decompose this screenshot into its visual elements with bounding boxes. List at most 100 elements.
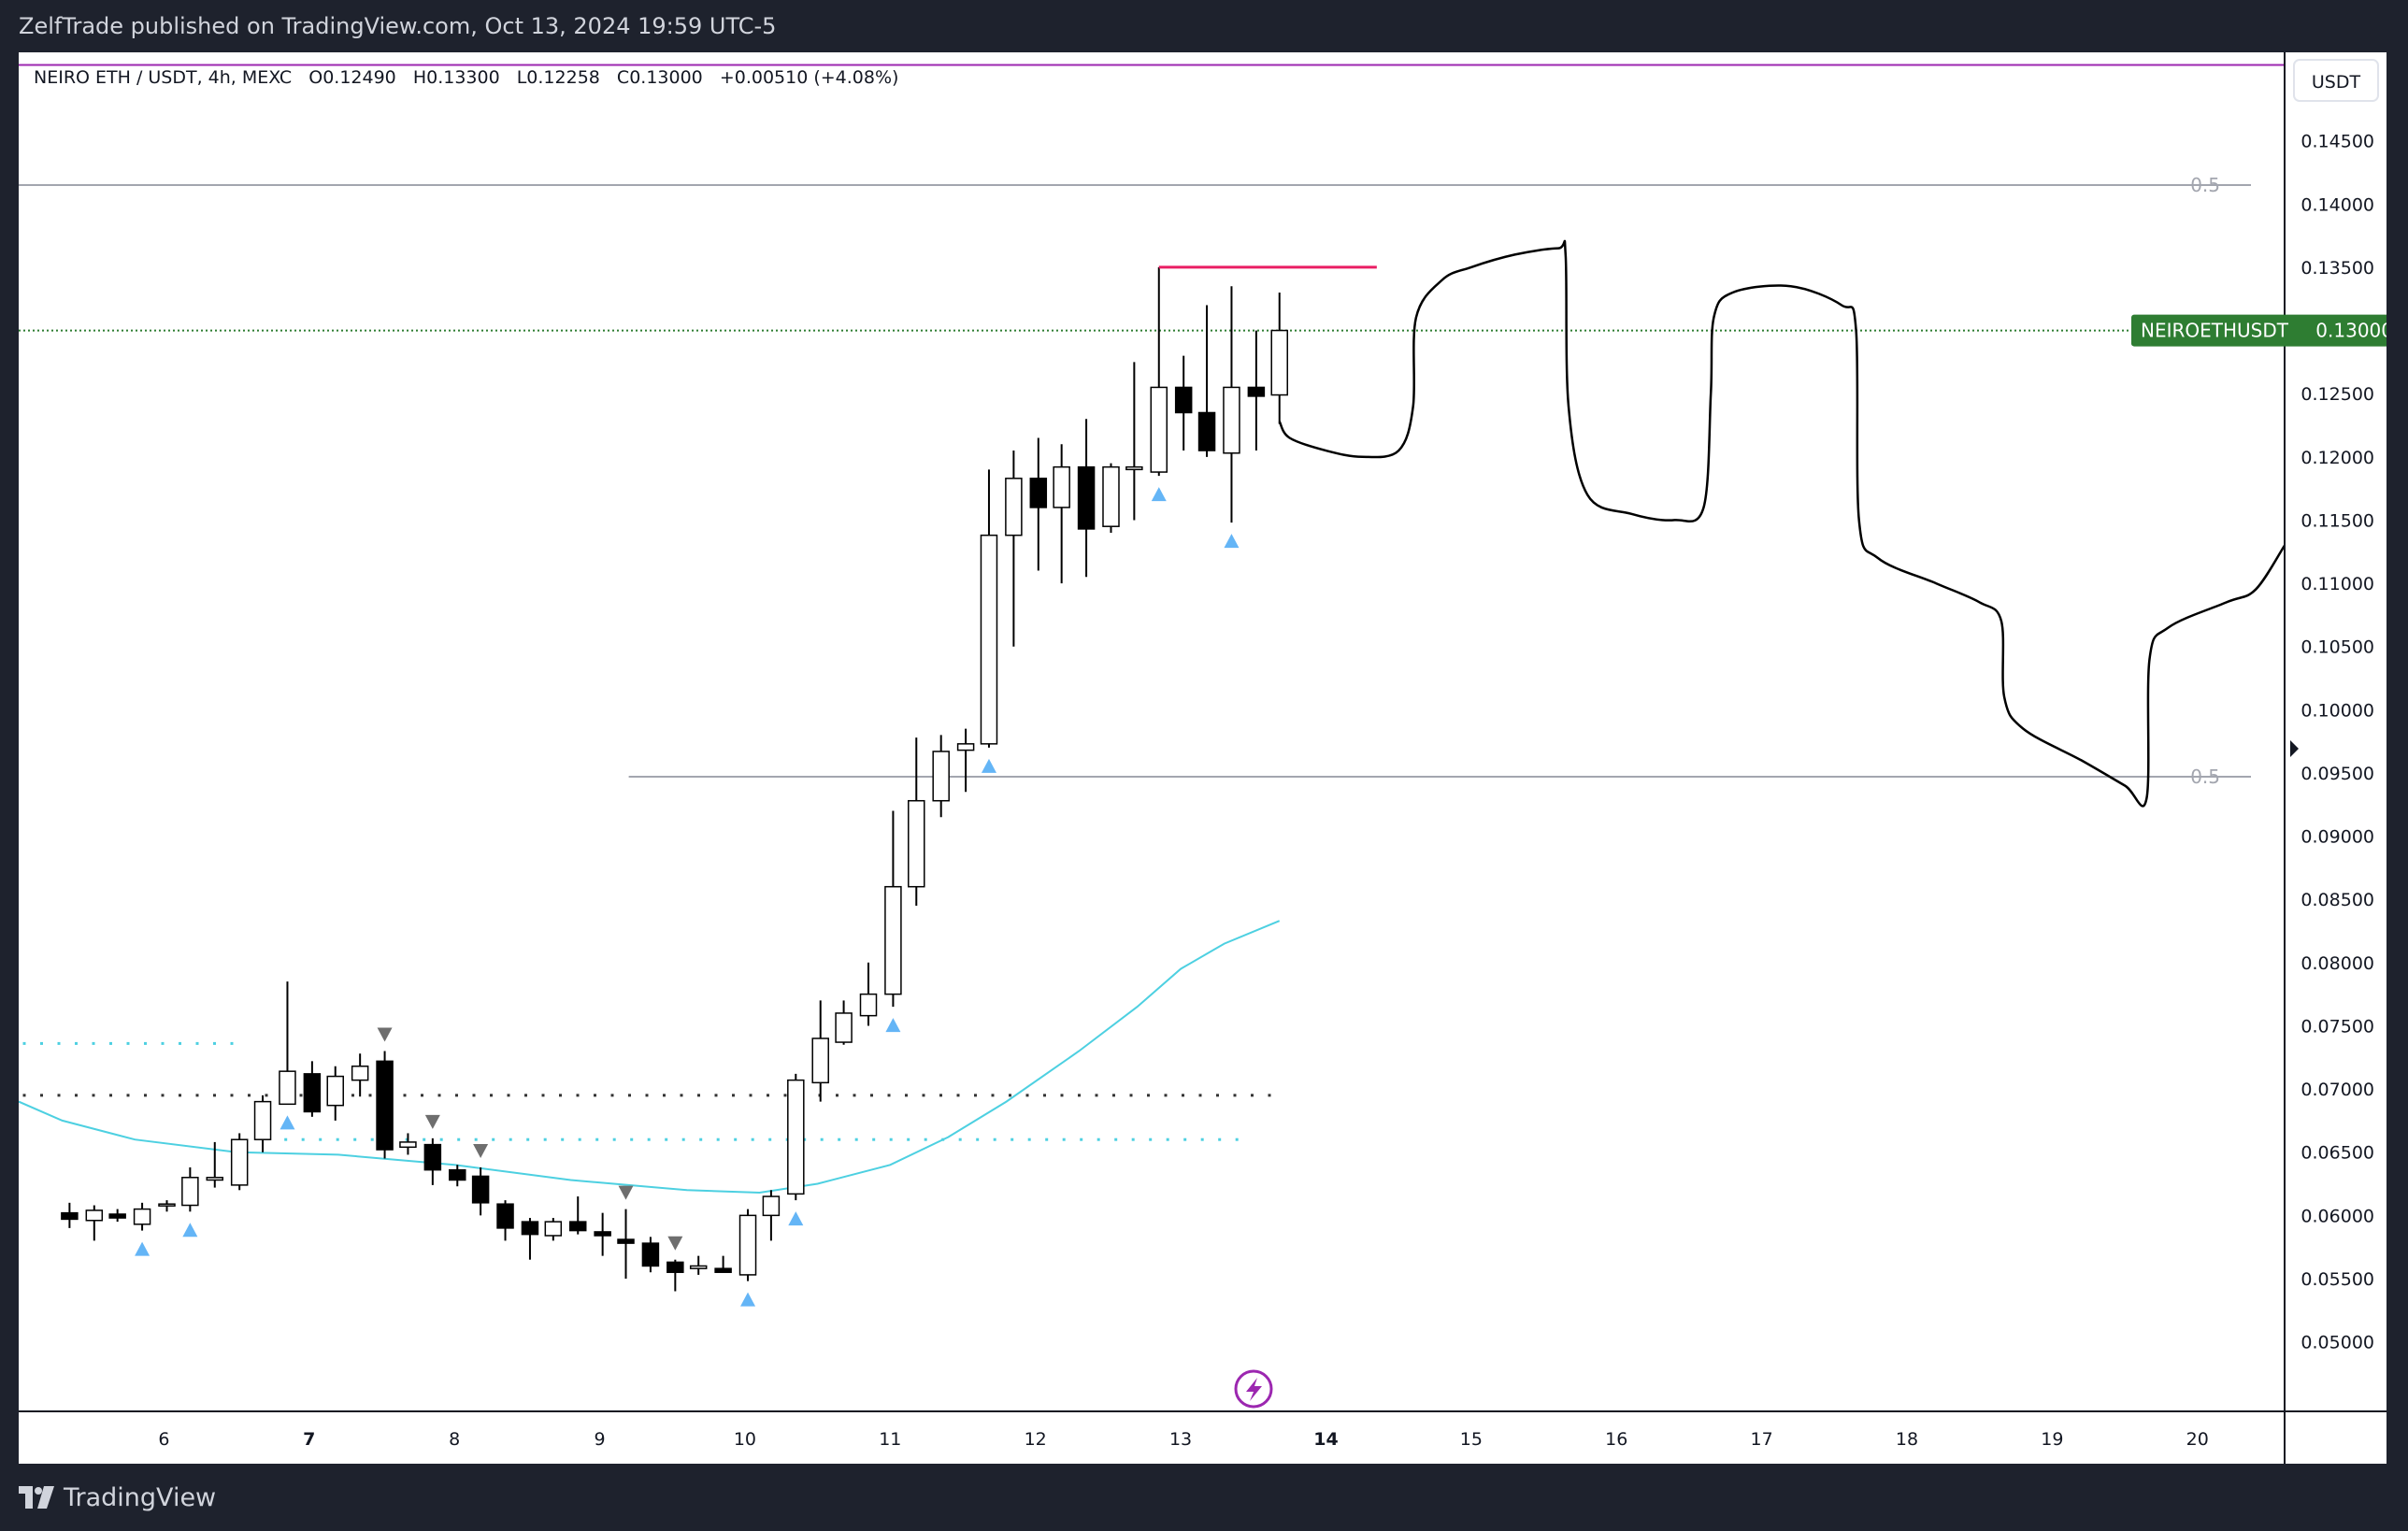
dotted-level-dot xyxy=(559,1094,562,1097)
candle xyxy=(1125,362,1143,521)
candle xyxy=(932,735,950,818)
candle xyxy=(811,1000,829,1102)
candle xyxy=(108,1209,126,1223)
currency-button[interactable]: USDT xyxy=(2293,59,2379,102)
candle-body xyxy=(1102,465,1120,527)
y-tick-label: 0.10500 xyxy=(2300,637,2374,658)
y-tick-label: 0.08000 xyxy=(2300,953,2374,974)
y-tick-label: 0.07500 xyxy=(2300,1016,2374,1037)
dotted-level-dot xyxy=(854,1138,858,1141)
candle xyxy=(158,1200,176,1212)
lightning-icon[interactable] xyxy=(1234,1369,1273,1409)
candle-body xyxy=(85,1209,104,1222)
dotted-level-dot xyxy=(714,1094,718,1097)
dotted-level-dot xyxy=(838,1138,841,1141)
dotted-level-dot xyxy=(907,1138,910,1141)
dotted-level-dot xyxy=(991,1094,995,1097)
candle xyxy=(568,1196,587,1235)
y-tick-label: 0.14000 xyxy=(2300,194,2374,215)
dotted-level-dot xyxy=(699,1138,703,1141)
dotted-level-dot xyxy=(924,1138,927,1141)
dotted-level-dot xyxy=(1078,1094,1081,1097)
candle-body xyxy=(496,1203,514,1229)
x-tick-label: 19 xyxy=(2041,1429,2063,1450)
y-tick-label: 0.08500 xyxy=(2300,890,2374,910)
candle xyxy=(617,1209,635,1279)
candle-body xyxy=(1223,386,1240,454)
dotted-level-dot xyxy=(509,1138,512,1141)
candle xyxy=(1223,286,1240,523)
x-tick-label: 20 xyxy=(2186,1429,2209,1450)
dotted-level-dot xyxy=(1062,1138,1066,1141)
dotted-level-dot xyxy=(370,1138,374,1141)
dotted-level-dot xyxy=(697,1094,700,1097)
dotted-level-dot xyxy=(1060,1094,1064,1097)
candle xyxy=(279,981,296,1106)
candle-body xyxy=(884,885,902,995)
last-price-symbol: NEIROETHUSDT xyxy=(2141,320,2289,342)
candle-body xyxy=(835,1012,853,1043)
dotted-level-dot xyxy=(889,1138,893,1141)
dotted-level-dot xyxy=(40,1041,43,1045)
dotted-level-dot xyxy=(526,1138,530,1141)
scroll-right-icon[interactable] xyxy=(2290,740,2299,757)
dotted-level-dot xyxy=(767,1094,769,1097)
candle xyxy=(471,1166,490,1216)
dotted-level-dot xyxy=(732,1094,735,1097)
candle xyxy=(230,1133,249,1191)
dotted-level-dot xyxy=(1009,1094,1011,1097)
dotted-level-dot xyxy=(663,1094,666,1097)
dotted-level-dot xyxy=(437,1094,441,1097)
candle-body xyxy=(61,1211,79,1221)
candle xyxy=(787,1073,805,1201)
dotted-level-dot xyxy=(179,1041,181,1045)
tradingview-logo[interactable]: TradingView xyxy=(19,1481,216,1514)
dotted-level-dot xyxy=(561,1138,565,1141)
dotted-level-dot xyxy=(353,1138,357,1141)
candle-body xyxy=(181,1177,199,1207)
candle xyxy=(738,1209,757,1281)
x-tick-label: 9 xyxy=(594,1429,605,1450)
dotted-level-dot xyxy=(974,1094,977,1097)
candle xyxy=(1102,463,1120,533)
candle xyxy=(303,1061,322,1117)
dotted-level-dot xyxy=(681,1138,685,1141)
dotted-level-dot xyxy=(768,1138,772,1141)
x-tick-label: 10 xyxy=(734,1429,756,1450)
candle-body xyxy=(811,1037,829,1084)
sell-signal-marker xyxy=(377,1027,393,1042)
candle-body xyxy=(206,1177,224,1181)
candle xyxy=(544,1218,563,1241)
legend-close: C0.13000 xyxy=(617,67,703,88)
publisher-header: ZelfTrade published on TradingView.com, … xyxy=(0,0,2408,52)
x-tick-label: 12 xyxy=(1025,1429,1047,1450)
candle-body xyxy=(617,1238,635,1244)
dotted-level-dot xyxy=(351,1094,354,1097)
candle-body xyxy=(908,799,925,888)
dotted-level-dot xyxy=(595,1138,599,1141)
dotted-level-dot xyxy=(439,1138,443,1141)
dotted-level-dot xyxy=(161,1041,165,1045)
dotted-level-dot xyxy=(92,1041,95,1045)
candle xyxy=(376,1051,394,1159)
dotted-level-dot xyxy=(630,1138,634,1141)
chart-canvas[interactable]: 0.5 0.5 0.14500 0.14000 0.13500 0.12500 0.120… xyxy=(19,52,2386,1464)
dotted-level-dot xyxy=(405,1138,408,1141)
candle xyxy=(594,1212,611,1256)
dotted-level-dot xyxy=(610,1094,614,1097)
candle xyxy=(1270,292,1288,424)
candle xyxy=(884,810,902,1008)
candle xyxy=(133,1202,151,1231)
candle-body xyxy=(714,1267,732,1273)
candle xyxy=(1150,266,1168,477)
dotted-level-dot xyxy=(612,1138,616,1141)
dotted-level-dot xyxy=(887,1094,891,1097)
y-tick-label: 0.06000 xyxy=(2300,1206,2374,1226)
dotted-level-dot xyxy=(457,1138,461,1141)
buy-signal-marker xyxy=(885,1018,901,1033)
chart-frame[interactable]: 0.5 0.5 0.14500 0.14000 0.13500 0.12500 0.120… xyxy=(19,52,2386,1464)
sell-signal-marker xyxy=(424,1114,440,1129)
dotted-level-dot xyxy=(161,1094,165,1097)
dotted-level-dot xyxy=(1095,1094,1098,1097)
candle-body xyxy=(738,1214,757,1276)
